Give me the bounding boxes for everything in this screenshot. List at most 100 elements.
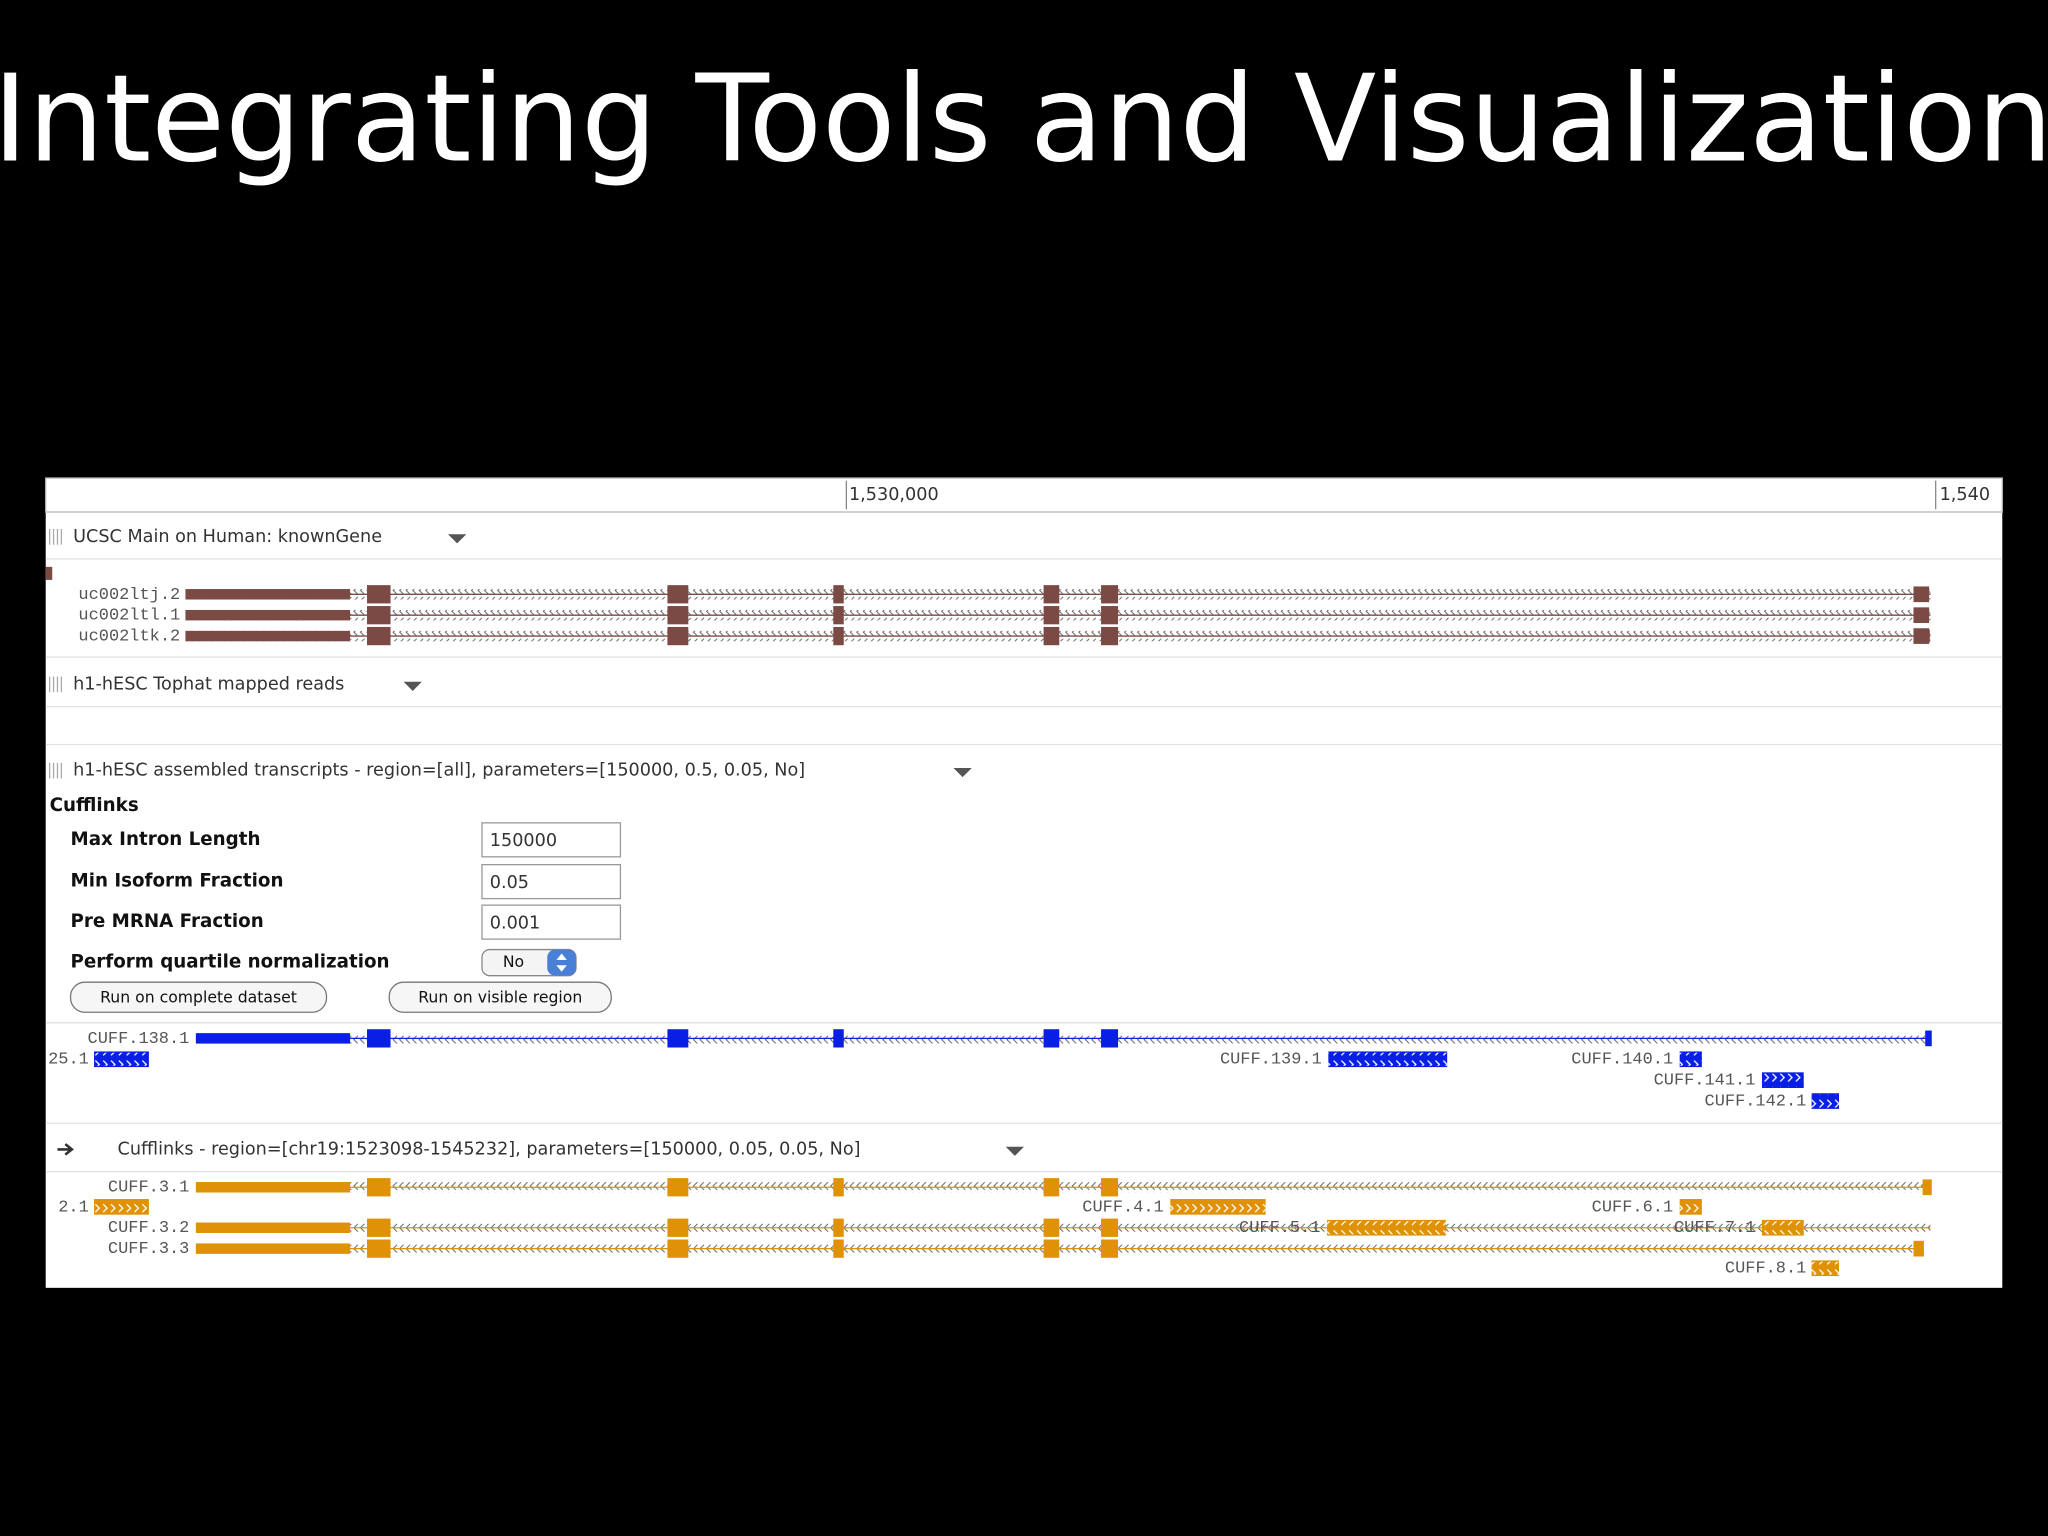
exon: [195, 1182, 351, 1193]
param-input[interactable]: [481, 864, 622, 900]
exon: [367, 1029, 391, 1048]
exon: [185, 609, 351, 621]
exon: [833, 1178, 844, 1197]
track-header: h1-hESC Tophat mapped reads: [73, 674, 344, 694]
feature-label: CUFF.4.1: [1082, 1198, 1163, 1217]
param-input[interactable]: [481, 822, 622, 858]
strand-chevrons: [1811, 1094, 1840, 1108]
exon: [1922, 1179, 1932, 1196]
exon: [833, 626, 844, 646]
exon: [1101, 1178, 1119, 1197]
ruler: [45, 477, 2003, 513]
arrow-icon: [57, 1143, 74, 1156]
feature-label: CUFF.140.1: [1571, 1051, 1673, 1070]
exon: [833, 585, 844, 604]
exon: [1043, 1218, 1060, 1237]
exon: [667, 626, 689, 646]
exon: [1913, 1240, 1924, 1257]
tool-name: Cufflinks: [50, 795, 139, 816]
exon: [1101, 585, 1119, 604]
param-value: 150000: [490, 831, 557, 851]
exon: [367, 606, 391, 625]
exon: [833, 1218, 844, 1237]
feature-label: uc002ltk.2: [78, 628, 180, 647]
param-value: No: [503, 952, 524, 971]
exon: [667, 1239, 689, 1258]
param-value: 0.05: [490, 873, 529, 893]
feature-label: CUFF.3.2: [108, 1219, 189, 1238]
button[interactable]: [69, 981, 328, 1013]
track-header: Cufflinks - region=[chr19:1523098-154523…: [118, 1139, 861, 1159]
feature-label: 2.1: [58, 1198, 89, 1217]
feature-label: CUFF.139.1: [1220, 1051, 1322, 1070]
strand-chevrons: [1679, 1052, 1702, 1066]
exon: [367, 626, 391, 646]
exon: [367, 1178, 391, 1197]
exon: [195, 1222, 351, 1233]
exon: [1101, 606, 1119, 625]
button[interactable]: [388, 981, 612, 1013]
param-label: Max Intron Length: [71, 829, 261, 850]
param-label: Perform quartile normalization: [71, 952, 390, 973]
param-input[interactable]: [481, 904, 622, 940]
feature-label: CUFF.138.1: [88, 1030, 190, 1049]
exon: [667, 1218, 689, 1237]
exon: [195, 1033, 351, 1044]
exon: [1101, 1239, 1119, 1258]
feature-label: CUFF.7.1: [1674, 1219, 1755, 1238]
exon: [833, 1239, 844, 1258]
feature-label: CUFF.141.1: [1654, 1072, 1756, 1091]
button-label: Run on complete dataset: [100, 987, 297, 1006]
feature-label: CUFF.3.3: [108, 1240, 189, 1259]
track-menu[interactable]: [1005, 1146, 1024, 1156]
strand-chevrons: [1761, 1221, 1804, 1235]
exon: [1101, 626, 1119, 646]
exon: [185, 589, 351, 600]
feature-label: CUFF.5.1: [1239, 1219, 1320, 1238]
exon: [1101, 1029, 1119, 1048]
exon: [1101, 1218, 1119, 1237]
exon: [1043, 585, 1060, 604]
strand-chevrons: [1679, 1200, 1702, 1214]
ruler-label: 1,530,000: [849, 485, 939, 505]
exon: [185, 630, 351, 642]
exon: [1043, 1029, 1060, 1048]
track-menu[interactable]: [953, 768, 972, 778]
feature-label: CUFF.142.1: [1705, 1093, 1807, 1112]
exon: [1043, 1178, 1060, 1197]
track-menu[interactable]: [448, 534, 467, 544]
exon: [367, 1218, 391, 1237]
exon: [667, 606, 689, 625]
feature-label: 25.1: [48, 1051, 89, 1070]
feature-label: uc002ltj.2: [78, 586, 180, 605]
exon: [367, 585, 391, 604]
exon: [1925, 1030, 1932, 1047]
exon: [667, 585, 689, 604]
strand-chevrons: [1811, 1261, 1840, 1275]
track-menu[interactable]: [403, 681, 422, 691]
exon: [1043, 626, 1060, 646]
track-header: h1-hESC assembled transcripts - region=[…: [73, 761, 805, 781]
exon: [667, 1178, 689, 1197]
exon: [833, 606, 844, 625]
feature-label: CUFF.3.1: [108, 1179, 189, 1198]
ruler-label: 1,540: [1940, 485, 1990, 505]
param-label: Min Isoform Fraction: [71, 871, 284, 892]
param-label: Pre MRNA Fraction: [71, 911, 264, 932]
strand-chevrons: [1328, 1052, 1448, 1066]
select-arrows: [547, 949, 576, 976]
strand-chevrons: [1761, 1073, 1804, 1087]
slide-title: Integrating Tools and Visualization: [0, 50, 2048, 190]
strand-chevrons: [94, 1052, 149, 1066]
button-label: Run on visible region: [418, 987, 582, 1006]
exon: [1913, 586, 1930, 603]
strand-chevrons: [1327, 1221, 1446, 1235]
param-value: 0.001: [490, 913, 540, 933]
feature-label: CUFF.8.1: [1725, 1260, 1806, 1279]
select-arrows: [556, 953, 567, 972]
strand-chevrons: [94, 1200, 149, 1214]
exon: [195, 1243, 351, 1254]
exon: [833, 1029, 844, 1048]
feature-label: uc002ltl.1: [78, 607, 180, 626]
